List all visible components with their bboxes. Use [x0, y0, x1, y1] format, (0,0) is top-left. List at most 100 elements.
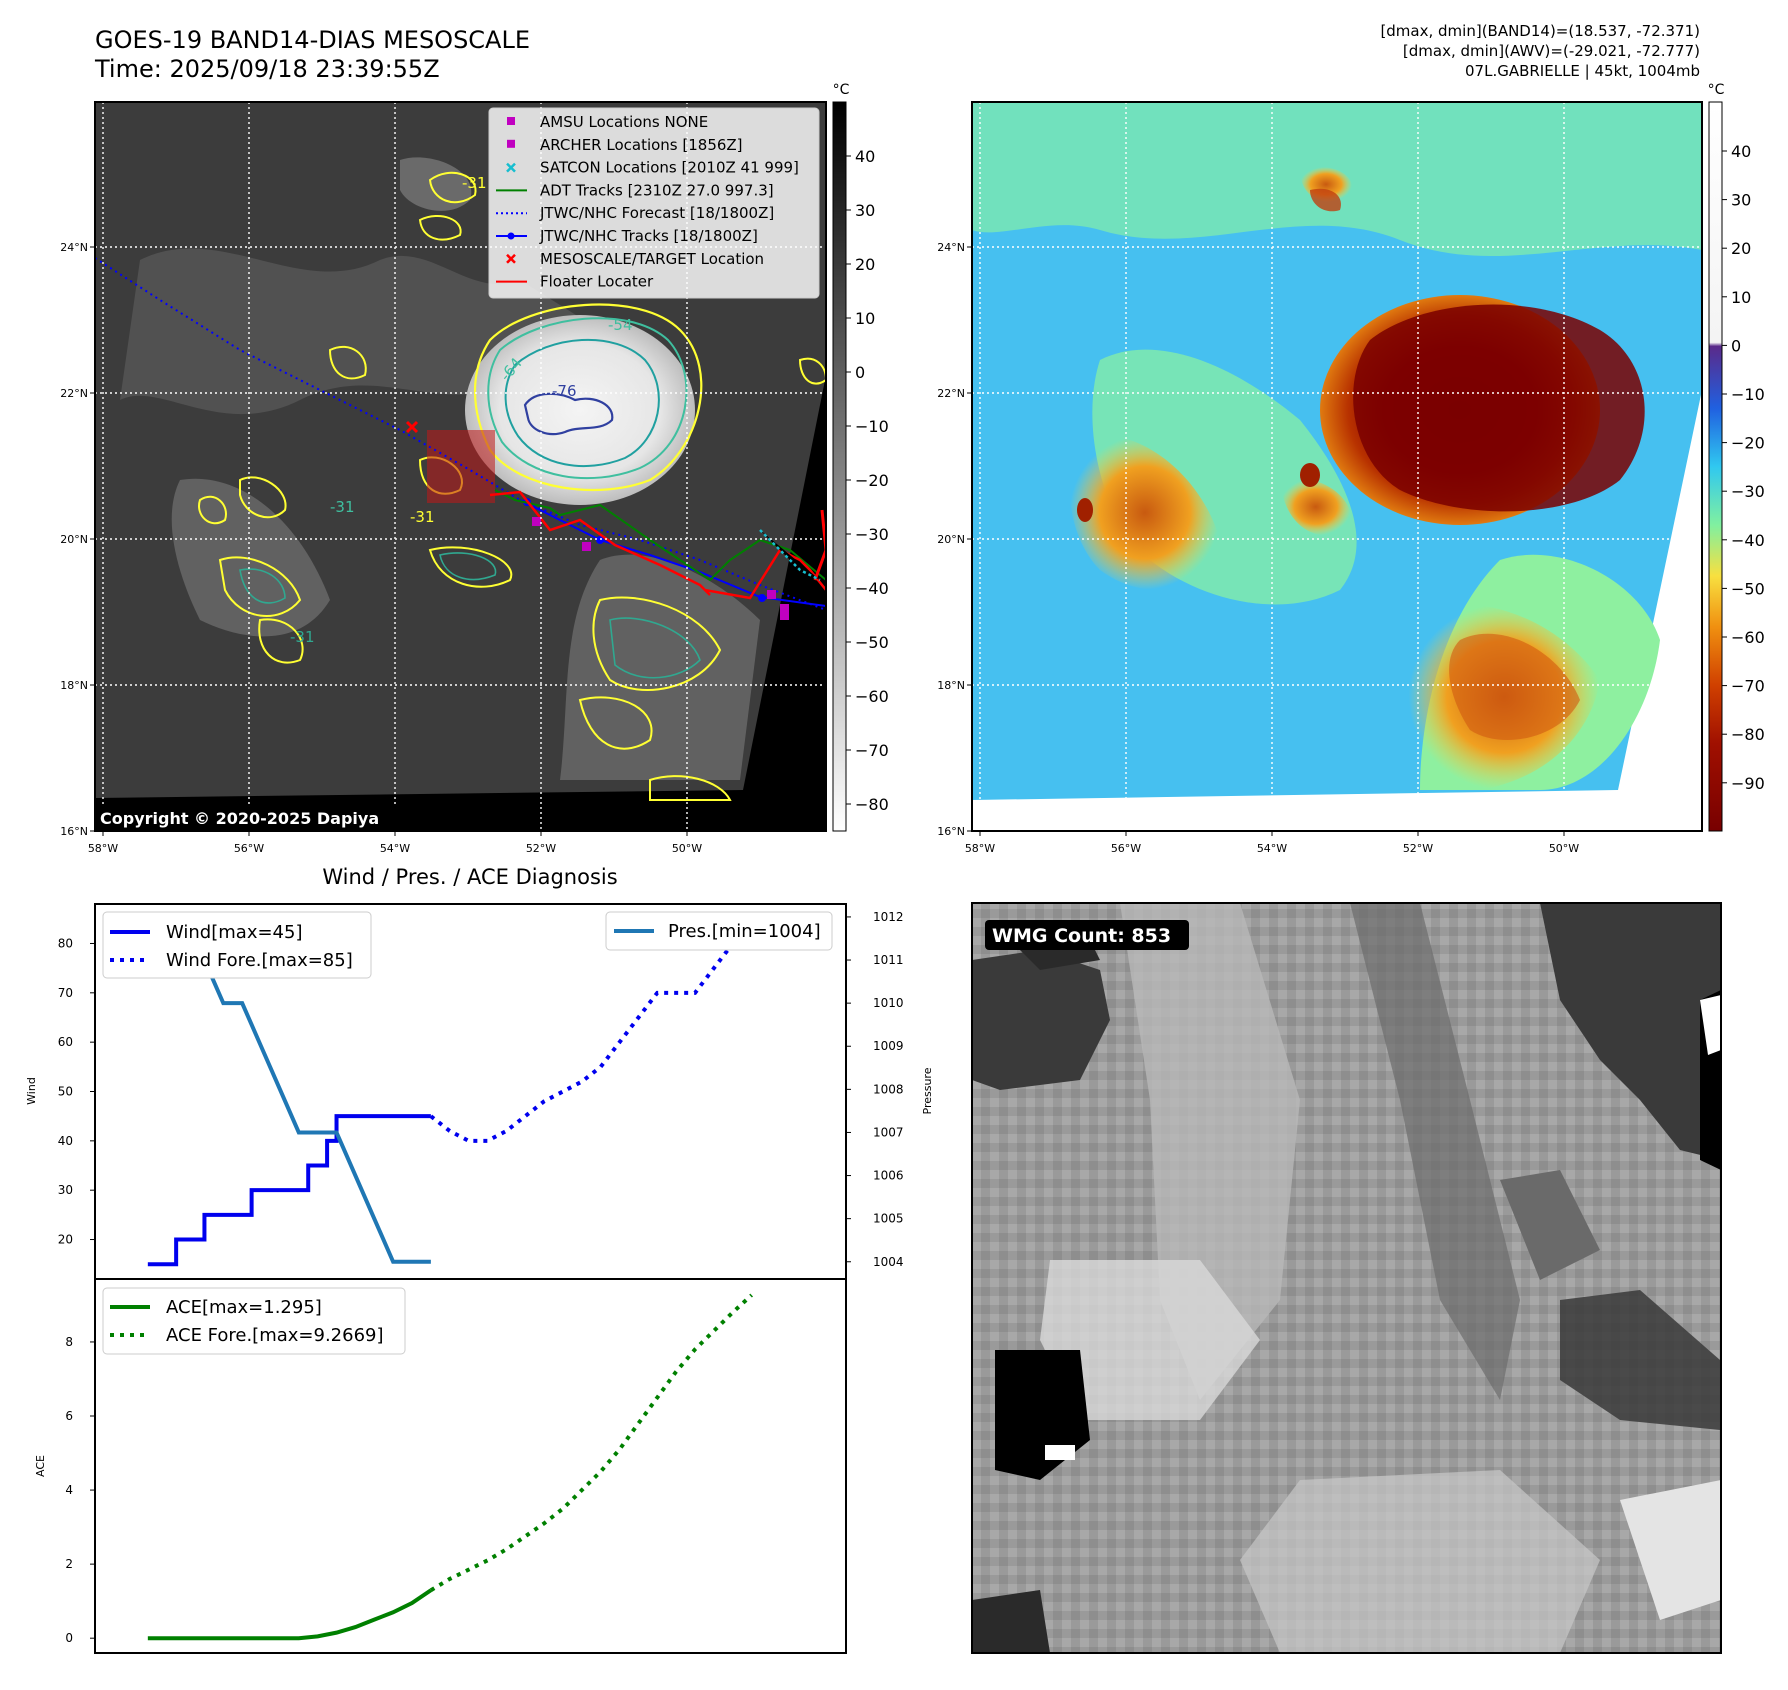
- lon-tick-label: 58°W: [88, 842, 118, 855]
- ace-forecast-legend-label: ACE Fore.[max=9.2669]: [166, 1325, 384, 1346]
- map-legend: AMSU Locations NONE ARCHER Locations [185…: [488, 107, 820, 299]
- lat-tick-label: 24°N: [60, 241, 88, 254]
- y2-tick-label: 1012: [873, 910, 904, 924]
- y-tick-label: 2: [65, 1557, 73, 1571]
- ace-legend: ACE[max=1.295] ACE Fore.[max=9.2669]: [102, 1287, 406, 1355]
- ir-colorbar: [832, 101, 847, 832]
- y-tick-label: 50: [58, 1085, 73, 1099]
- legend-dot-marker: [507, 232, 515, 240]
- map-legend-item: JTWC/NHC Tracks [18/1800Z]: [496, 227, 758, 245]
- map-legend-label: AMSU Locations NONE: [540, 113, 708, 131]
- y-tick-label: 0: [65, 1631, 73, 1645]
- colorbar-tick-label: −50: [1731, 579, 1765, 598]
- pressure-legend: Pres.[min=1004]: [605, 911, 833, 951]
- figure-title: GOES-19 BAND14-DIAS MESOSCALE: [95, 26, 531, 54]
- colorbar-tick-label: 30: [1731, 191, 1751, 210]
- series-line: [147, 1588, 432, 1641]
- colorbar-tick-label: −50: [855, 633, 889, 652]
- colorbar-tick-label: −70: [1731, 677, 1765, 696]
- map-legend-item: JTWC/NHC Forecast [18/1800Z]: [496, 204, 774, 222]
- colorbar-tick-label: −10: [855, 417, 889, 436]
- contour-label: -31: [410, 508, 435, 526]
- contour-label: -54: [608, 316, 633, 334]
- wind-legend-label: Wind[max=45]: [166, 922, 303, 943]
- ace-axis-label: ACE: [34, 1455, 47, 1477]
- lat-tick-label: 16°N: [937, 825, 965, 838]
- colorbar-tick-label: −30: [1731, 482, 1765, 501]
- y-tick-label: 4: [65, 1483, 73, 1497]
- wmg-count-label: WMG Count: 853: [992, 925, 1171, 947]
- series-line: [147, 1114, 431, 1267]
- lon-tick-label: 52°W: [1403, 842, 1433, 855]
- series-line: [429, 1293, 754, 1592]
- colorbar-tick-label: 40: [855, 147, 875, 166]
- y2-tick-label: 1009: [873, 1039, 904, 1053]
- legend-square-marker: [507, 139, 515, 148]
- colorbar-tick-label: 30: [855, 201, 875, 220]
- color-colorbar: [1708, 101, 1723, 832]
- map-legend-item: AMSU Locations NONE: [507, 113, 708, 131]
- map-legend-item: ARCHER Locations [1856Z]: [507, 136, 743, 154]
- colorbar-tick-label: 10: [855, 309, 875, 328]
- pressure-legend-label: Pres.[min=1004]: [668, 921, 821, 942]
- y2-tick-label: 1006: [873, 1169, 904, 1183]
- map-legend-label: JTWC/NHC Tracks [18/1800Z]: [539, 227, 758, 245]
- awv-minmax: [dmax, dmin](AWV)=(-29.021, -72.777): [1402, 42, 1700, 60]
- y-tick-label: 40: [58, 1134, 73, 1148]
- diagnosis-title: Wind / Pres. / ACE Diagnosis: [322, 865, 617, 889]
- lat-tick-label: 20°N: [937, 533, 965, 546]
- colorbar-tick-label: 20: [855, 255, 875, 274]
- contour-label: -31: [290, 628, 315, 646]
- colorbar-tick-label: −20: [1731, 434, 1765, 453]
- colorbar-tick-label: −90: [1731, 774, 1765, 793]
- colorbar-tick-label: 0: [1731, 336, 1741, 355]
- copyright-text: Copyright © 2020-2025 Dapiya: [100, 809, 379, 828]
- lon-tick-label: 56°W: [234, 842, 264, 855]
- legend-x-marker: [506, 162, 516, 173]
- map-legend-item: Floater Locater: [496, 273, 654, 291]
- colorbar-tick-label: 10: [1731, 288, 1751, 307]
- lon-tick-label: 56°W: [1111, 842, 1141, 855]
- colorbar-tick-label: −80: [1731, 725, 1765, 744]
- map-legend-label: SATCON Locations [2010Z 41 999]: [540, 159, 799, 177]
- colorbar-tick-label: −40: [1731, 531, 1765, 550]
- lon-tick-label: 58°W: [965, 842, 995, 855]
- y-tick-label: 30: [58, 1183, 73, 1197]
- y-tick-label: 20: [58, 1233, 73, 1247]
- y2-tick-label: 1011: [873, 953, 904, 967]
- y-tick-label: 8: [65, 1335, 73, 1349]
- map-legend-label: Floater Locater: [540, 273, 654, 291]
- y-tick-label: 70: [58, 986, 73, 1000]
- contour-label: -31: [330, 498, 355, 516]
- lon-tick-label: 54°W: [1257, 842, 1287, 855]
- lon-tick-label: 50°W: [1549, 842, 1579, 855]
- pressure-axis-label: Pressure: [921, 1067, 934, 1114]
- lat-tick-label: 22°N: [937, 387, 965, 400]
- lat-tick-label: 24°N: [937, 241, 965, 254]
- y2-tick-label: 1004: [873, 1255, 904, 1269]
- colorbar-tick-label: −30: [855, 525, 889, 544]
- ir-map-panel: -54 -64 -76 -31 -31 -31 -31 Copyright © …: [60, 82, 889, 855]
- colorbar-tick-label: 40: [1731, 142, 1751, 161]
- wind-legend: Wind[max=45] Wind Fore.[max=85]: [102, 911, 372, 979]
- y-tick-label: 80: [58, 936, 73, 950]
- colorbar-tick-label: −10: [1731, 385, 1765, 404]
- colorbar-tick-label: −80: [855, 795, 889, 814]
- series-line: [429, 917, 754, 1143]
- ace-legend-label: ACE[max=1.295]: [166, 1297, 322, 1318]
- map-legend-label: ADT Tracks [2310Z 27.0 997.3]: [540, 181, 774, 199]
- y2-tick-label: 1010: [873, 996, 904, 1010]
- lon-tick-label: 52°W: [526, 842, 556, 855]
- contour-label: -31: [462, 174, 487, 192]
- map-legend-label: ARCHER Locations [1856Z]: [540, 136, 743, 154]
- map-legend-label: JTWC/NHC Forecast [18/1800Z]: [539, 204, 774, 222]
- colorbar-tick-label: 0: [855, 363, 865, 382]
- map-legend-item: ADT Tracks [2310Z 27.0 997.3]: [496, 181, 774, 199]
- color-colorbar-unit: °C: [1708, 82, 1725, 98]
- lat-tick-label: 18°N: [937, 679, 965, 692]
- y2-tick-label: 1005: [873, 1212, 904, 1226]
- band14-minmax: [dmax, dmin](BAND14)=(18.537, -72.371): [1380, 22, 1700, 40]
- colorbar-tick-label: −40: [855, 579, 889, 598]
- storm-info: 07L.GABRIELLE | 45kt, 1004mb: [1465, 62, 1700, 80]
